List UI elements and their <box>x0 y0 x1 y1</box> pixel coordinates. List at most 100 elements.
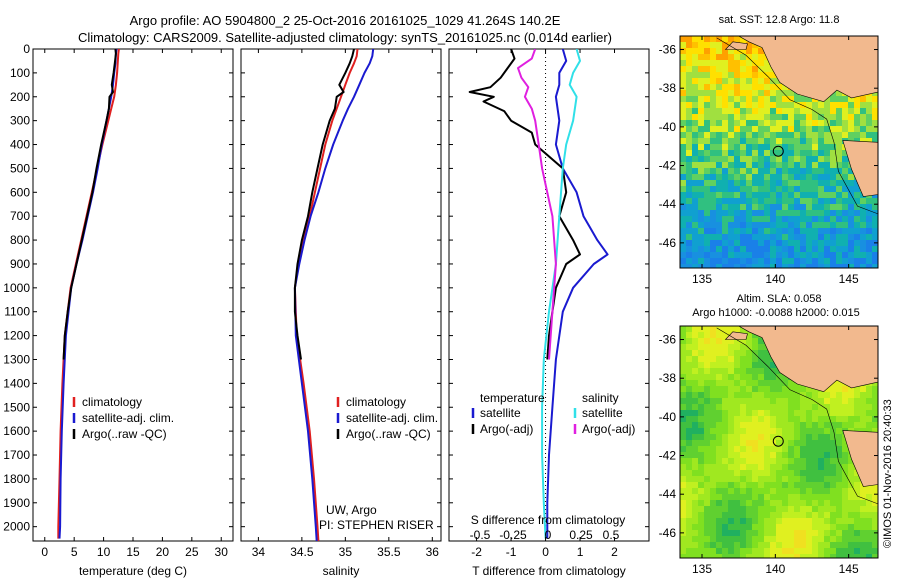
map-cell <box>764 416 770 422</box>
map-cell <box>758 180 764 186</box>
map-cell <box>728 204 734 210</box>
map-cell <box>818 204 824 210</box>
map-cell <box>716 542 722 548</box>
map-cell <box>782 458 788 464</box>
map-cell <box>740 60 746 66</box>
map-cell <box>764 434 770 440</box>
map-cell <box>836 108 842 114</box>
map-cell <box>752 548 758 554</box>
map-cell <box>722 440 728 446</box>
map-cell <box>698 404 704 410</box>
map-cell <box>842 264 848 268</box>
map-cell <box>770 264 776 268</box>
map-cell <box>812 494 818 500</box>
map-cell <box>854 530 860 536</box>
map-cell <box>788 392 794 398</box>
map-cell <box>770 398 776 404</box>
map-cell <box>752 392 758 398</box>
map-cell <box>758 96 764 102</box>
map-cell <box>722 482 728 488</box>
map-cell <box>842 524 848 530</box>
map-cell <box>704 168 710 174</box>
map-cell <box>704 422 710 428</box>
map-cell <box>710 174 716 180</box>
map-cell <box>680 548 686 554</box>
map-cell <box>728 246 734 252</box>
map-cell <box>728 210 734 216</box>
map-cell <box>836 216 842 222</box>
map-cell <box>734 368 740 374</box>
map-cell <box>806 162 812 168</box>
difference-panel: -2 -1 0 1 2 T difference from climatology S … <box>448 48 650 578</box>
map-cell <box>710 168 716 174</box>
map-cell <box>806 222 812 228</box>
map-cell <box>764 458 770 464</box>
map-cell <box>764 362 770 368</box>
map-cell <box>854 126 860 132</box>
map-cell <box>758 174 764 180</box>
map-cell <box>824 114 830 120</box>
map-cell <box>704 434 710 440</box>
map-cell <box>728 428 734 434</box>
map-cell <box>788 440 794 446</box>
map-cell <box>698 356 704 362</box>
map-cell <box>710 332 716 338</box>
map-cell <box>716 174 722 180</box>
map-cell <box>716 126 722 132</box>
map-cell <box>692 156 698 162</box>
map-cell <box>704 392 710 398</box>
map-cell <box>746 416 752 422</box>
map-cell <box>686 264 692 268</box>
map-cell <box>860 554 866 558</box>
map-cell <box>746 78 752 84</box>
map-cell <box>686 476 692 482</box>
map-cell <box>854 524 860 530</box>
map-cell <box>740 222 746 228</box>
map-cell <box>812 506 818 512</box>
map-cell <box>686 446 692 452</box>
map-cell <box>776 488 782 494</box>
map-cell <box>728 72 734 78</box>
map-cell <box>740 380 746 386</box>
map-cell <box>716 380 722 386</box>
map-cell <box>836 536 842 542</box>
map-cell <box>812 452 818 458</box>
map-cell <box>740 168 746 174</box>
legend-satellite-label: satellite-adj. clim. <box>346 411 438 425</box>
map-cell <box>758 84 764 90</box>
map-cell <box>776 410 782 416</box>
map-cell <box>842 416 848 422</box>
map-cell <box>728 500 734 506</box>
map-cell <box>830 512 836 518</box>
map-cell <box>860 428 866 434</box>
map-cell <box>836 512 842 518</box>
map-cell <box>710 204 716 210</box>
map-cell <box>734 84 740 90</box>
map-cell <box>806 252 812 258</box>
map-cell <box>806 506 812 512</box>
map-cell <box>680 446 686 452</box>
map-cell <box>836 126 842 132</box>
map-cell <box>758 392 764 398</box>
map-cell <box>740 356 746 362</box>
map-cell <box>698 54 704 60</box>
map-cell <box>860 132 866 138</box>
map-cell <box>734 72 740 78</box>
map-cell <box>752 234 758 240</box>
map-cell <box>746 84 752 90</box>
map-cell <box>866 204 872 210</box>
map-cell <box>710 338 716 344</box>
map-cell <box>794 216 800 222</box>
map-cell <box>710 500 716 506</box>
map-cell <box>806 180 812 186</box>
map-cell <box>692 150 698 156</box>
map-cell <box>830 416 836 422</box>
map-cell <box>722 464 728 470</box>
map-cell <box>806 192 812 198</box>
map-cell <box>680 500 686 506</box>
map-cell <box>800 494 806 500</box>
map-cell <box>728 102 734 108</box>
map-cell <box>818 536 824 542</box>
map-cell <box>764 126 770 132</box>
map-cell <box>866 228 872 234</box>
